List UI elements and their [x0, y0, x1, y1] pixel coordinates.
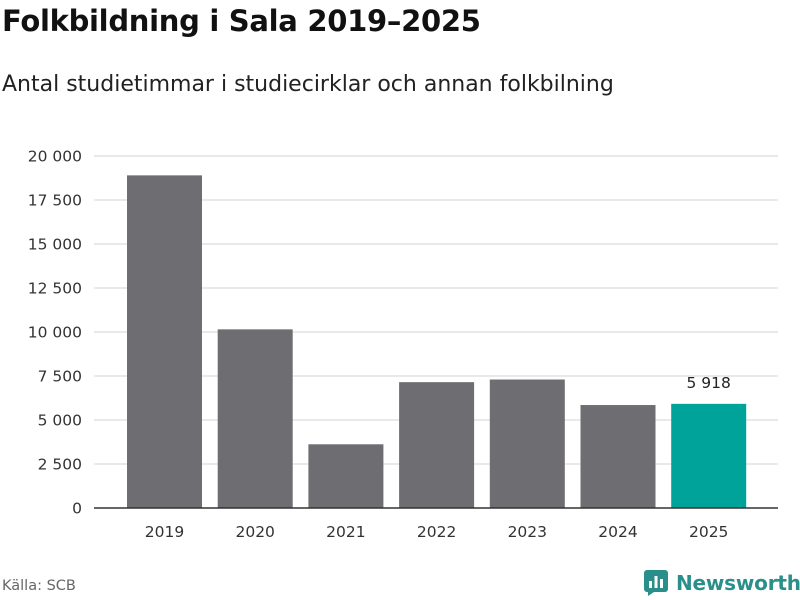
- bar-2025: [671, 403, 747, 508]
- x-tick-label: 2020: [235, 523, 274, 541]
- chart-subtitle: Antal studietimmar i studiecirklar och a…: [2, 72, 614, 97]
- bar-2021: [308, 444, 384, 508]
- x-tick-label: 2021: [326, 523, 365, 541]
- y-tick-label: 12 500: [28, 280, 82, 298]
- chart-title: Folkbildning i Sala 2019–2025: [2, 4, 481, 38]
- bar-2020: [217, 329, 293, 508]
- y-tick-label: 15 000: [28, 236, 82, 254]
- y-tick-label: 2 500: [38, 456, 82, 474]
- bar-2022: [399, 382, 475, 508]
- x-tick-label: 2024: [598, 523, 637, 541]
- y-tick-label: 10 000: [28, 324, 82, 342]
- y-tick-label: 5 000: [38, 412, 82, 430]
- data-label: 5 918: [687, 374, 731, 392]
- y-tick-label: 0: [72, 500, 82, 518]
- x-tick-label: 2023: [508, 523, 547, 541]
- x-tick-label: 2019: [145, 523, 184, 541]
- y-tick-label: 20 000: [28, 148, 82, 166]
- bar-2023: [489, 379, 565, 508]
- y-tick-label: 7 500: [38, 368, 82, 386]
- x-tick-label: 2022: [417, 523, 456, 541]
- source-note: Källa: SCB: [2, 578, 76, 594]
- bar-2024: [580, 405, 656, 508]
- newsworthy-logo-icon: [644, 570, 668, 596]
- bar-2019: [127, 175, 202, 509]
- x-tick-label: 2025: [689, 523, 728, 541]
- brand-name: Newsworthy: [676, 571, 800, 595]
- y-tick-label: 17 500: [28, 192, 82, 210]
- brand-logo: Newsworthy: [644, 568, 800, 598]
